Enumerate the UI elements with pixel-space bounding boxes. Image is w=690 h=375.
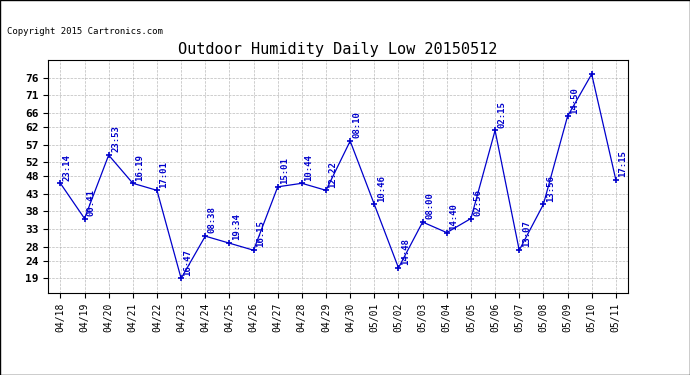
Text: 00:41: 00:41 [87,189,96,216]
Text: 10:44: 10:44 [304,154,313,180]
Text: 13:56: 13:56 [546,175,555,202]
Text: 16:15: 16:15 [256,220,265,248]
Text: 14:48: 14:48 [401,238,410,265]
Text: 23:53: 23:53 [111,126,120,152]
Text: 08:00: 08:00 [425,192,434,219]
Text: 14:40: 14:40 [449,203,458,230]
Text: 16:47: 16:47 [184,249,193,276]
Text: 19:34: 19:34 [232,213,241,240]
Text: 17:01: 17:01 [159,161,168,188]
Text: 08:10: 08:10 [353,111,362,138]
Text: 15:01: 15:01 [280,157,289,184]
Text: 17:15: 17:15 [618,150,627,177]
Text: 16:19: 16:19 [135,154,144,180]
Text: 13:07: 13:07 [522,220,531,248]
Text: 14:50: 14:50 [570,87,579,114]
Text: Copyright 2015 Cartronics.com: Copyright 2015 Cartronics.com [7,27,163,36]
Text: 02:15: 02:15 [497,101,506,128]
Text: 08:38: 08:38 [208,207,217,233]
Text: 02:56: 02:56 [473,189,482,216]
Title: Outdoor Humidity Daily Low 20150512: Outdoor Humidity Daily Low 20150512 [179,42,497,57]
Text: 10:46: 10:46 [377,175,386,202]
Text: Humidity  (%): Humidity (%) [535,48,617,57]
Text: 23:14: 23:14 [63,154,72,180]
Text: 12:22: 12:22 [328,161,337,188]
